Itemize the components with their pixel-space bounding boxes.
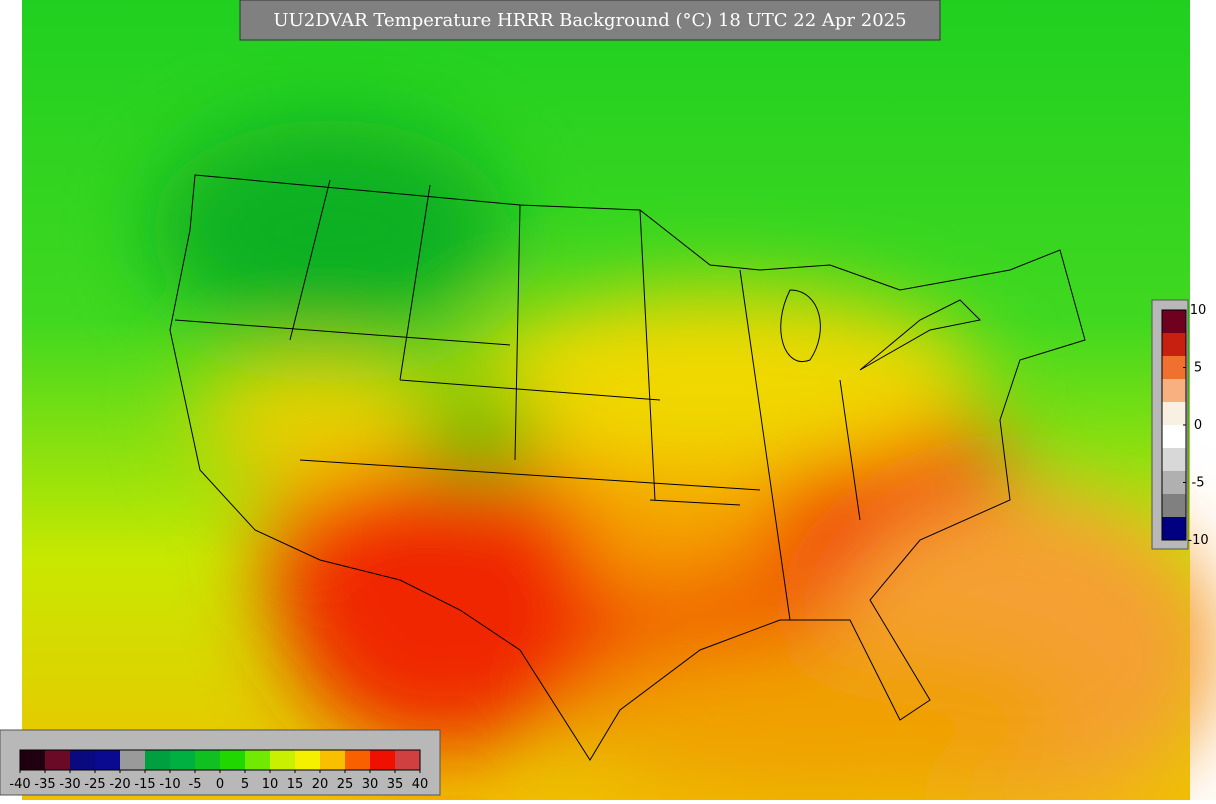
colorbar-tick-label: 10 [262,777,279,792]
colorbar-tick-label: -10 [1187,533,1208,548]
colorbar-segment [345,750,371,770]
title-box: UU2DVAR Temperature HRRR Background (°C)… [239,0,941,41]
colorbar-tick-label: 15 [287,777,304,792]
colorbar-tick-label: -25 [84,777,105,792]
colorbar-tick-label: 0 [1194,418,1202,433]
colorbar-segment [1162,448,1186,472]
colorbar-tick-label: 10 [1190,303,1207,318]
colorbar-segment [1162,425,1186,449]
colorbar-segment [245,750,271,770]
colorbar-tick-label: -35 [34,777,55,792]
colorbar-segment [45,750,71,770]
colorbar-tick-label: -30 [59,777,80,792]
colorbar-segment [120,750,146,770]
colorbar-segment [1162,494,1186,518]
colorbar-tick-label: -15 [134,777,155,792]
colorbar-segment [95,750,121,770]
colorbar-tick-label: 0 [216,777,224,792]
colorbar-segment [370,750,396,770]
colorbar-segment [1162,333,1186,357]
colorbar-segment [145,750,171,770]
colorbar-tick-label: -20 [109,777,130,792]
colorbar-segment [220,750,246,770]
colorbar-segment [295,750,321,770]
colorbar-tick-label: -5 [189,777,202,792]
colorbar-segment [195,750,221,770]
colorbar-segment [1162,517,1186,541]
colorbar-segment [1162,471,1186,495]
colorbar-segment [1162,356,1186,380]
map-field [22,0,1216,804]
colorbar-tick-label: -40 [9,777,30,792]
colorbar-segment [1162,310,1186,334]
colorbar-segment [1162,379,1186,403]
colorbar-segment [70,750,96,770]
colorbar-tick-label: 20 [312,777,329,792]
colorbar-segment [1162,402,1186,426]
colorbar-segment [270,750,296,770]
colorbar-segment [320,750,346,770]
map-title: UU2DVAR Temperature HRRR Background (°C)… [273,10,906,31]
colorbar-tick-label: 5 [241,777,249,792]
colorbar-tick-label: 30 [362,777,379,792]
colorbar-tick-label: 5 [1194,361,1202,376]
colorbar-segment [395,750,421,770]
colorbar-tick-label: -10 [159,777,180,792]
colorbar-tick-label: -5 [1192,476,1205,491]
colorbar-segment [20,750,46,770]
colorbar-tick-label: 40 [412,777,429,792]
colorbar-tick-label: 35 [387,777,404,792]
colorbar-segment [170,750,196,770]
colorbar-tick-label: 25 [337,777,354,792]
